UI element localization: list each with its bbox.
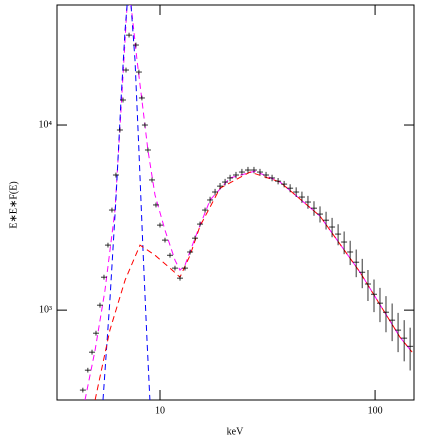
x-tick-label: 100 [368, 405, 383, 416]
x-axis-label: keV [227, 426, 244, 437]
model-curve [84, 5, 413, 400]
y-axis-label: E∗E∗F(E) [8, 181, 19, 228]
plot-frame [56, 4, 415, 401]
x-tick-label: 10 [155, 405, 165, 416]
model-curve [94, 171, 413, 400]
plot-area [79, 5, 414, 400]
model-curve [102, 5, 151, 400]
y-tick-label: 10³ [39, 304, 52, 315]
y-tick-label: 10⁴ [39, 119, 53, 130]
